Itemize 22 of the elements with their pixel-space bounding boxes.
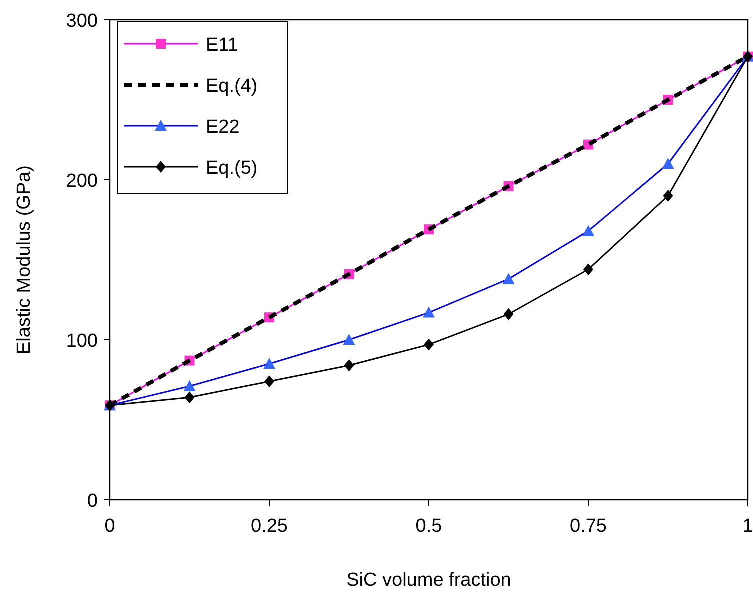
point	[584, 264, 594, 276]
point	[184, 392, 195, 404]
legend-label: Eq.(5)	[206, 158, 258, 179]
point	[663, 190, 674, 202]
y-axis-title: Elastic Modulus (GPa)	[14, 165, 35, 355]
x-tick-label: 0.75	[570, 516, 607, 537]
point	[504, 308, 514, 320]
x-tick-label: 1	[742, 516, 753, 537]
x-tick-label: 0.25	[251, 516, 288, 537]
point	[344, 360, 354, 372]
x-tick-label: 0.5	[416, 516, 442, 537]
y-tick-label: 0	[87, 491, 98, 512]
y-tick-label: 100	[66, 331, 98, 352]
legend-label: E22	[206, 117, 240, 138]
point	[264, 376, 274, 388]
y-tick-label: 200	[66, 171, 98, 192]
legend-label: Eq.(4)	[206, 76, 258, 97]
y-tick-label: 300	[66, 11, 98, 32]
point	[424, 338, 434, 351]
x-tick-label: 0	[104, 516, 116, 537]
x-axis-title: SiC volume fraction	[346, 570, 512, 591]
legend-label: E11	[206, 35, 238, 56]
